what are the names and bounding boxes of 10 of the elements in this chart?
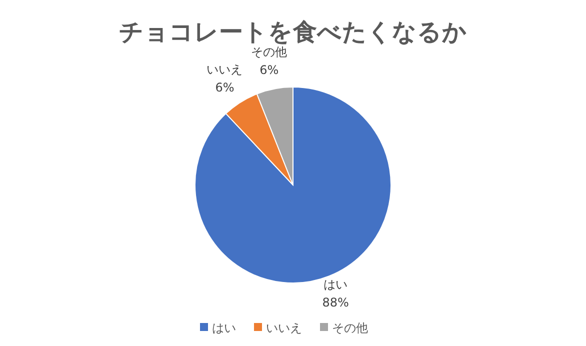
data-label: 88% — [322, 296, 349, 310]
slice-label: その他 — [251, 44, 288, 59]
legend-label: いいえ — [266, 321, 302, 335]
legend-label: はい — [212, 321, 236, 335]
chart-title: チョコレートを食べたくなるか — [119, 18, 467, 46]
slice-label: いいえ — [206, 62, 243, 76]
data-label: 6% — [260, 62, 279, 77]
data-label: 6% — [215, 80, 234, 94]
slice-label: はい — [324, 278, 348, 292]
legend-label: その他 — [332, 321, 368, 335]
